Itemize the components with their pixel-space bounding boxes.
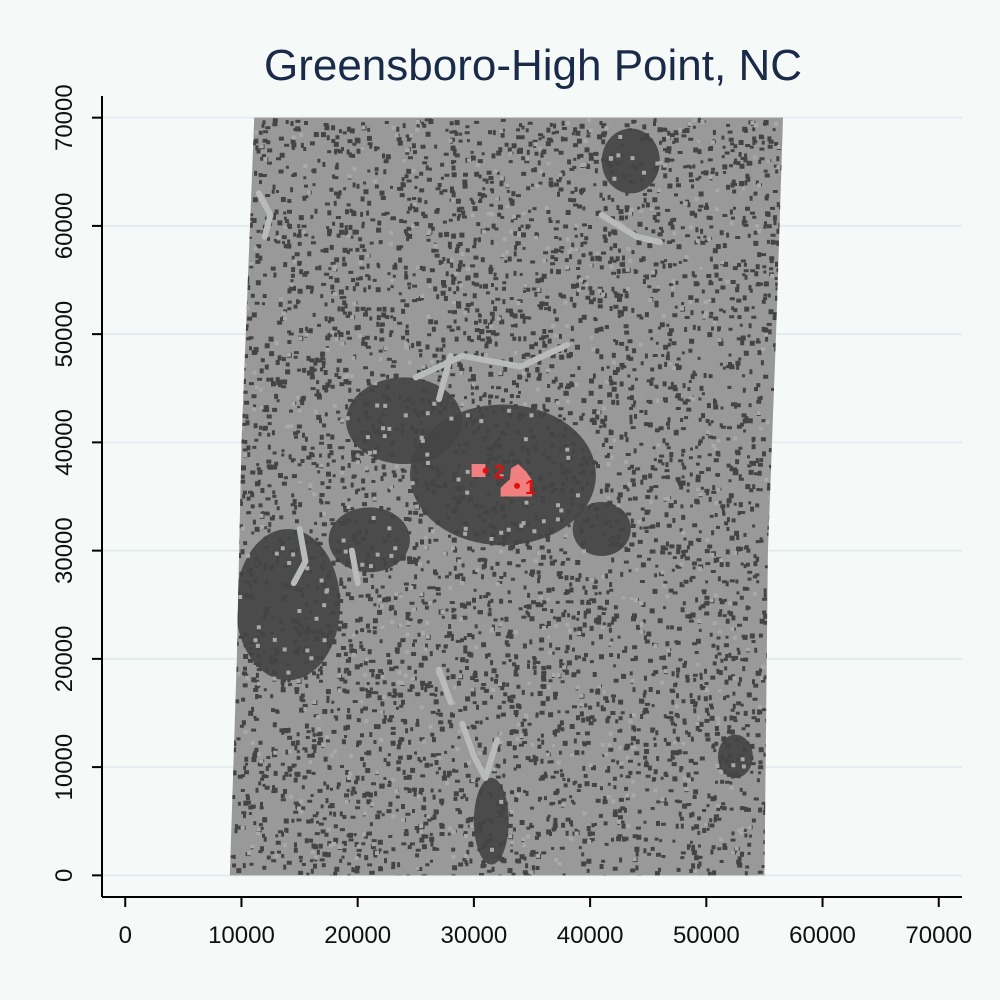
y-tick-label: 30000 [51, 517, 78, 584]
x-tick-label: 20000 [324, 922, 391, 949]
water-feature [255, 190, 274, 240]
water-feature [598, 212, 663, 246]
y-tick-label: 60000 [51, 193, 78, 260]
map-raster [229, 117, 784, 876]
developed-area [235, 528, 341, 681]
highlighted-areas: 12 [471, 462, 536, 499]
y-tick-label: 50000 [51, 301, 78, 368]
scattered-development [229, 117, 784, 876]
y-tick-label: 70000 [51, 84, 78, 151]
y-tick-label: 20000 [51, 625, 78, 692]
raster-texture [229, 117, 784, 876]
water-feature [348, 547, 361, 587]
x-tick-label: 60000 [789, 922, 856, 949]
water-feature [412, 342, 570, 381]
x-tick-label: 10000 [208, 922, 275, 949]
y-tick-label: 40000 [51, 409, 78, 476]
water-feature [436, 352, 454, 403]
highlight-label: 1 [525, 477, 536, 499]
chart-title: Greensboro-High Point, NC [264, 41, 802, 90]
x-tick-label: 0 [119, 922, 132, 949]
water-feature [290, 526, 309, 587]
x-tick-label: 40000 [557, 922, 624, 949]
water-feature [436, 666, 454, 706]
y-tick-label: 10000 [51, 734, 78, 801]
x-tick-label: 50000 [673, 922, 740, 949]
y-tick-label: 0 [51, 869, 78, 882]
x-tick-label: 70000 [905, 922, 972, 949]
highlight-marker [514, 482, 521, 489]
highlighted-area-1 [500, 464, 532, 497]
axes: 0 10000 20000 30000 40000 50000 60000 70000 0 100… [51, 84, 972, 949]
highlight-label: 2 [494, 462, 505, 484]
developed-area [346, 377, 463, 465]
water-feature [459, 720, 501, 781]
highlight-marker [482, 467, 489, 474]
highlighted-area-2 [471, 464, 486, 478]
x-tick-label: 30000 [441, 922, 508, 949]
